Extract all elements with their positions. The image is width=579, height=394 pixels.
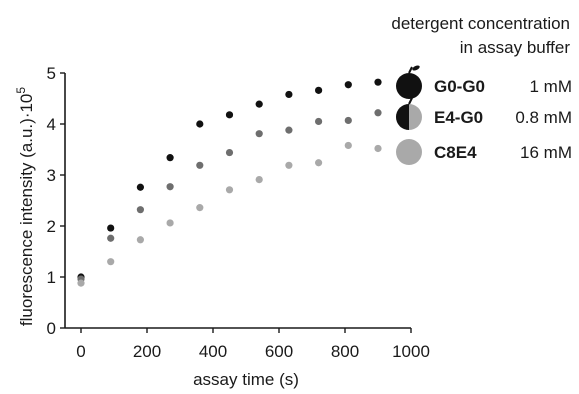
data-point — [136, 183, 144, 191]
apple-leaf — [412, 65, 420, 71]
data-point — [255, 175, 263, 184]
series-g0-g0 — [77, 78, 382, 281]
data-point — [196, 120, 204, 128]
y-tick-label: 2 — [47, 217, 56, 236]
x-tick-label: 0 — [76, 342, 85, 361]
data-point — [374, 109, 382, 117]
y-axis-title-text: fluorescence intensity (a.u.)·10 — [17, 94, 36, 326]
legend-concentration: 0.8 mM — [515, 108, 572, 127]
x-tick-label: 200 — [133, 342, 161, 361]
data-point — [196, 161, 204, 169]
data-point — [255, 130, 263, 138]
data-point — [136, 206, 144, 214]
data-point — [344, 81, 352, 89]
data-point — [285, 90, 293, 99]
data-point — [136, 236, 144, 244]
gray-circle-icon — [396, 139, 422, 165]
data-point — [77, 279, 85, 287]
apple-body — [396, 73, 422, 99]
y-tick-label: 0 — [47, 319, 56, 338]
data-point — [166, 154, 174, 162]
half-black-gray-circle-icon — [396, 97, 422, 130]
data-point — [166, 219, 174, 227]
y-tick-label: 3 — [47, 166, 56, 185]
data-point — [107, 224, 115, 232]
legend-name: C8E4 — [434, 143, 477, 162]
y-tick-label: 5 — [47, 64, 56, 83]
y-tick-label: 4 — [47, 115, 56, 134]
x-tick-label: 400 — [199, 342, 227, 361]
data-point — [344, 141, 352, 150]
data-point — [374, 78, 382, 86]
circle-black-half — [396, 104, 409, 130]
legend-header-line: detergent concentration — [391, 14, 570, 33]
axes: 0 1 2 3 4 5 0 200 400 600 800 1000 assay time (s) flu… — [14, 64, 430, 389]
legend-name: G0-G0 — [434, 77, 485, 96]
legend-header-line: in assay buffer — [460, 38, 571, 57]
series-c8e4 — [77, 141, 382, 287]
y-axis-title-exponent: 5 — [14, 87, 28, 94]
series-e4-g0 — [77, 109, 382, 283]
data-point — [344, 116, 352, 125]
y-tick-label: 1 — [47, 268, 56, 287]
stem — [408, 97, 413, 105]
legend-name: E4-G0 — [434, 108, 483, 127]
data-points — [77, 78, 382, 287]
data-point — [285, 126, 293, 134]
apple-black-icon — [396, 65, 422, 99]
data-point — [107, 258, 115, 266]
x-tick-label: 600 — [265, 342, 293, 361]
data-point — [225, 148, 234, 157]
data-point — [196, 204, 204, 212]
data-point — [255, 100, 263, 108]
data-point — [285, 161, 293, 169]
legend-concentration: 16 mM — [520, 143, 572, 162]
y-axis-title: fluorescence intensity (a.u.)·105 — [14, 87, 36, 326]
legend-concentration: 1 mM — [530, 77, 573, 96]
data-point — [225, 111, 234, 119]
data-point — [107, 234, 115, 242]
data-point — [315, 117, 323, 126]
data-point — [374, 144, 382, 153]
data-point — [225, 186, 234, 194]
legend: detergent concentration in assay buffer G0… — [391, 14, 572, 165]
data-point — [315, 159, 323, 167]
circle-gray — [396, 139, 422, 165]
x-tick-label: 1000 — [392, 342, 430, 361]
x-tick-label: 800 — [331, 342, 359, 361]
data-point — [315, 86, 323, 94]
x-axis-title: assay time (s) — [193, 370, 299, 389]
data-point — [166, 183, 174, 191]
apple-stem — [408, 66, 413, 74]
